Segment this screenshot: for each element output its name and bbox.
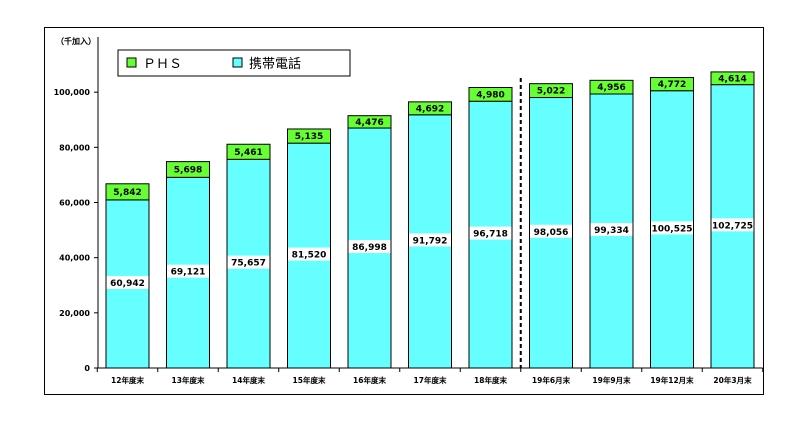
- bar-phs: [710, 71, 755, 86]
- value-label-phs: 5,135: [295, 132, 323, 142]
- y-tick-label: 0: [84, 364, 90, 373]
- category-label: 17年度末: [414, 375, 447, 385]
- value-label-phs: 5,461: [234, 148, 262, 158]
- value-label-bg: [469, 226, 512, 240]
- bar-phs: [226, 143, 271, 160]
- legend-label-mobile: 携帯電話: [249, 56, 301, 72]
- category-label: 13年度末: [172, 375, 205, 385]
- legend-swatch-mobile: [232, 57, 243, 68]
- value-label-bg: [590, 223, 633, 237]
- bar-phs: [408, 101, 452, 116]
- category-labels: 12年度末 13年度末 14年度末 15年度末 16年度末 17年度末 18年度末 19年6月…: [111, 375, 752, 385]
- category-label: 19年12月末: [650, 375, 694, 385]
- value-label-mobile: 86,998: [352, 243, 387, 253]
- value-label-mobile: 60,942: [110, 279, 145, 289]
- y-unit-label: （千加入）: [56, 36, 96, 46]
- bar-phs: [650, 77, 694, 92]
- value-label-mobile: 102,725: [712, 221, 753, 231]
- category-label: 12年度末: [111, 375, 144, 385]
- value-label-mobile: 99,334: [594, 226, 629, 236]
- legend: ＰＨＳ 携帯電話: [117, 49, 351, 77]
- value-label-mobile: 75,657: [231, 259, 266, 269]
- value-label-bg: [348, 240, 391, 254]
- value-label-bg: [409, 233, 451, 247]
- value-label-phs: 4,692: [416, 104, 444, 114]
- value-label-bg: [106, 275, 149, 289]
- y-tick-label: 20,000: [59, 309, 90, 318]
- bar-phs: [105, 183, 150, 201]
- value-label-phs: 4,614: [718, 74, 746, 84]
- value-label-bg: [288, 247, 330, 261]
- value-labels: 60,942 5,842 69,121 5,698 75,657 5,461 81,520 5…: [106, 74, 754, 289]
- value-label-bg: [167, 264, 209, 278]
- bars: [105, 71, 755, 369]
- value-label-mobile: 91,792: [413, 236, 448, 246]
- category-label: 15年度末: [293, 375, 326, 385]
- value-label-mobile: 100,525: [652, 224, 693, 234]
- value-label-phs: 4,476: [355, 118, 383, 128]
- value-label-bg: [651, 221, 693, 235]
- value-label-bg: [227, 255, 270, 269]
- bar-phs: [347, 115, 392, 129]
- category-label: 14年度末: [232, 375, 265, 385]
- chart-frame: [44, 27, 764, 395]
- y-tick-label: 100,000: [54, 88, 91, 97]
- value-label-mobile: 81,520: [292, 251, 327, 261]
- category-label: 20年3月末: [713, 375, 752, 385]
- legend-swatch-phs: [126, 57, 137, 68]
- category-label: 19年9月末: [592, 375, 631, 385]
- y-tick-label: 60,000: [59, 199, 90, 208]
- value-label-phs: 5,698: [174, 165, 202, 175]
- value-label-mobile: 96,718: [473, 230, 508, 240]
- value-label-bg: [711, 218, 754, 232]
- y-tick-label: 40,000: [59, 254, 90, 263]
- value-label-phs: 4,772: [658, 80, 686, 90]
- bar-phs: [589, 79, 634, 95]
- category-label: 19年6月末: [532, 375, 571, 385]
- bar-phs: [529, 83, 573, 99]
- legend-label-phs: ＰＨＳ: [143, 57, 182, 72]
- bar-phs: [287, 128, 331, 144]
- bar-phs: [468, 86, 513, 102]
- bar-phs: [166, 161, 210, 178]
- value-label-bg: [530, 224, 572, 238]
- category-label: 16年度末: [353, 375, 386, 385]
- y-tick-label: 80,000: [59, 143, 90, 152]
- value-label-phs: 5,842: [113, 188, 141, 198]
- value-label-mobile: 98,056: [534, 228, 569, 238]
- value-label-phs: 4,980: [476, 90, 504, 100]
- value-label-mobile: 69,121: [171, 268, 206, 278]
- category-label: 18年度末: [474, 375, 507, 385]
- value-label-phs: 4,956: [597, 83, 625, 93]
- value-label-phs: 5,022: [537, 87, 565, 97]
